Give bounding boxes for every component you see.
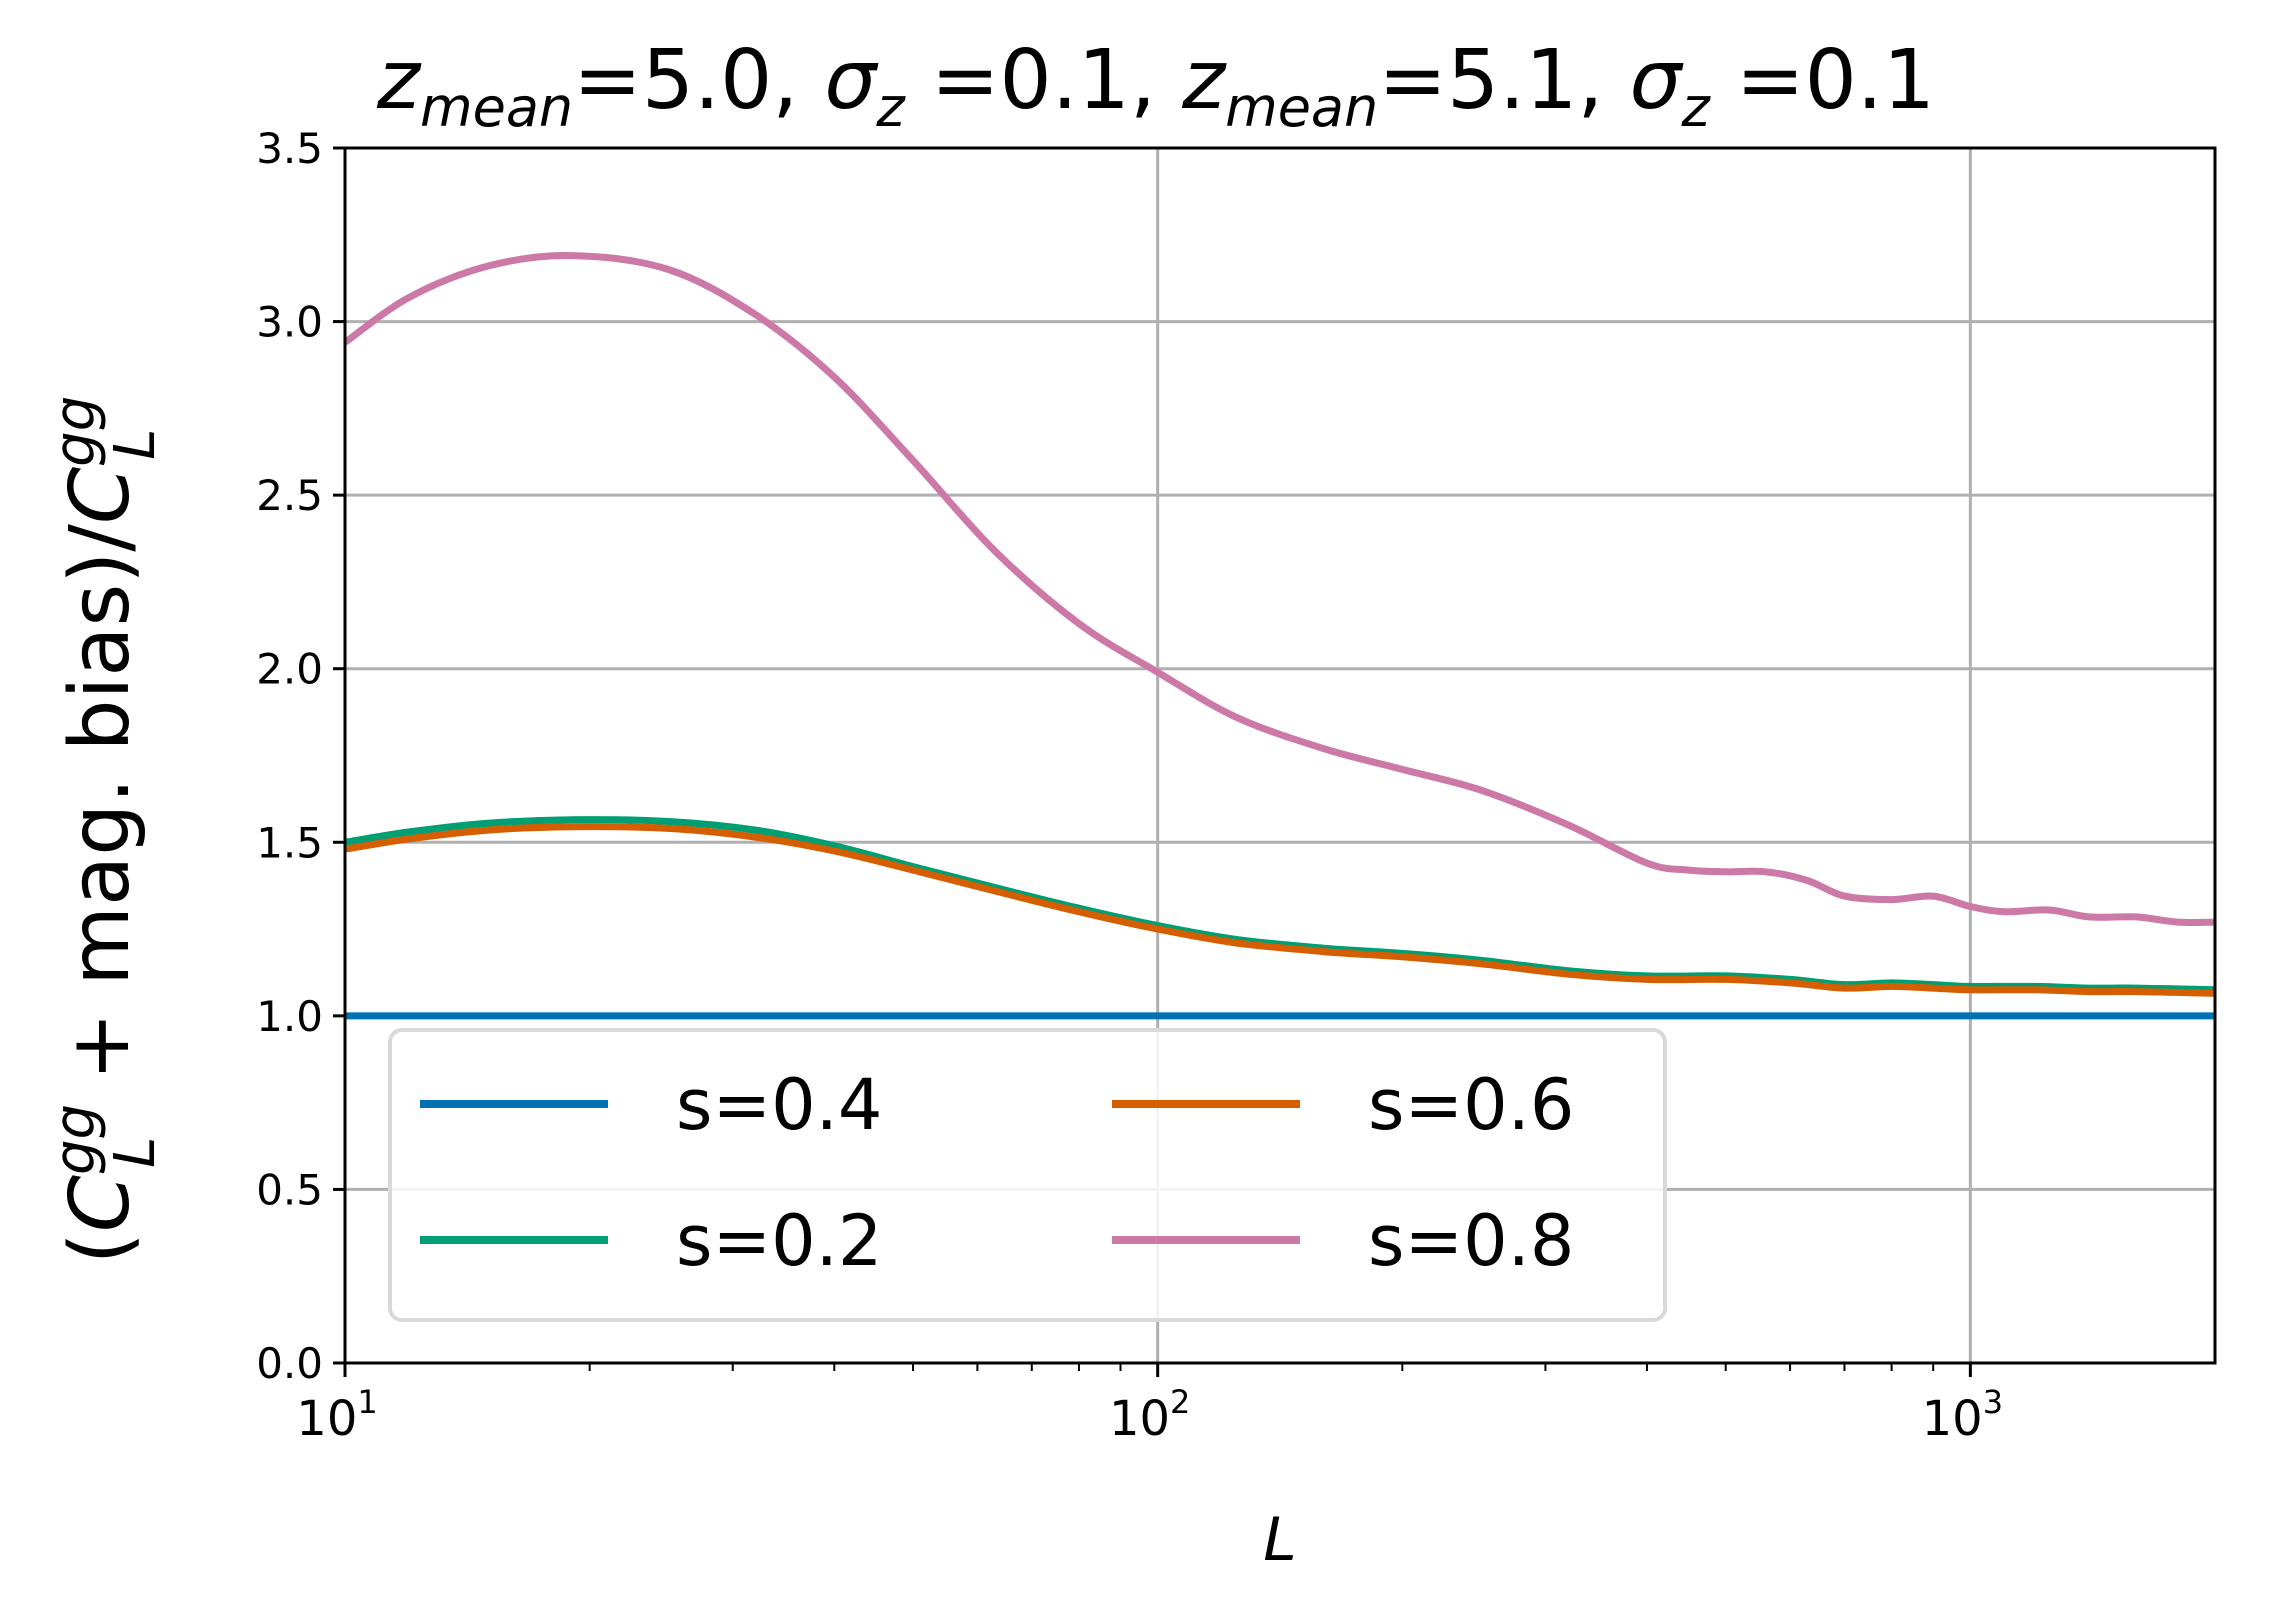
y-tick-label: 1.0 — [256, 992, 323, 1041]
series-line-s=0.2 — [344, 816, 2216, 994]
y-axis-label: (CggL + mag. bias)/CggL — [43, 396, 168, 1265]
plot-frame — [343, 146, 2217, 1365]
y-tick-label: 2.5 — [256, 471, 323, 520]
y-tick-label: 0.5 — [256, 1165, 323, 1214]
y-tick-label: 0.0 — [256, 1339, 323, 1388]
series-line-s=0.6 — [344, 823, 2216, 997]
legend-label: s=0.8 — [1368, 1200, 1574, 1282]
x-tick-label: 102 — [1109, 1383, 1190, 1447]
legend: s=0.4 s=0.2 s=0.6 s=0.8 — [388, 1028, 1667, 1322]
chart-title: zmean=5.0, σz =0.1, zmean=5.1, σz =0.1 — [376, 33, 1935, 139]
legend-label: s=0.2 — [676, 1200, 882, 1282]
series-line-s=0.8 — [342, 252, 2216, 926]
legend-label: s=0.4 — [676, 1064, 882, 1146]
y-tick-label: 3.0 — [256, 298, 323, 347]
y-tick-label: 1.5 — [256, 818, 323, 867]
series-lines — [342, 252, 2216, 1020]
x-axis-label: L — [1263, 1505, 1296, 1575]
axis-ticks: 0.0 0.5 1.0 1.5 2.0 2.5 3.0 3.5 101 102 103 — [256, 124, 2003, 1447]
legend-box — [388, 1028, 1667, 1322]
y-tick-label: 3.5 — [256, 124, 323, 173]
y-tick-label: 2.0 — [256, 645, 323, 694]
legend-label: s=0.6 — [1368, 1064, 1574, 1146]
x-tick-label: 103 — [1922, 1383, 2003, 1447]
x-tick-label: 101 — [296, 1383, 377, 1447]
